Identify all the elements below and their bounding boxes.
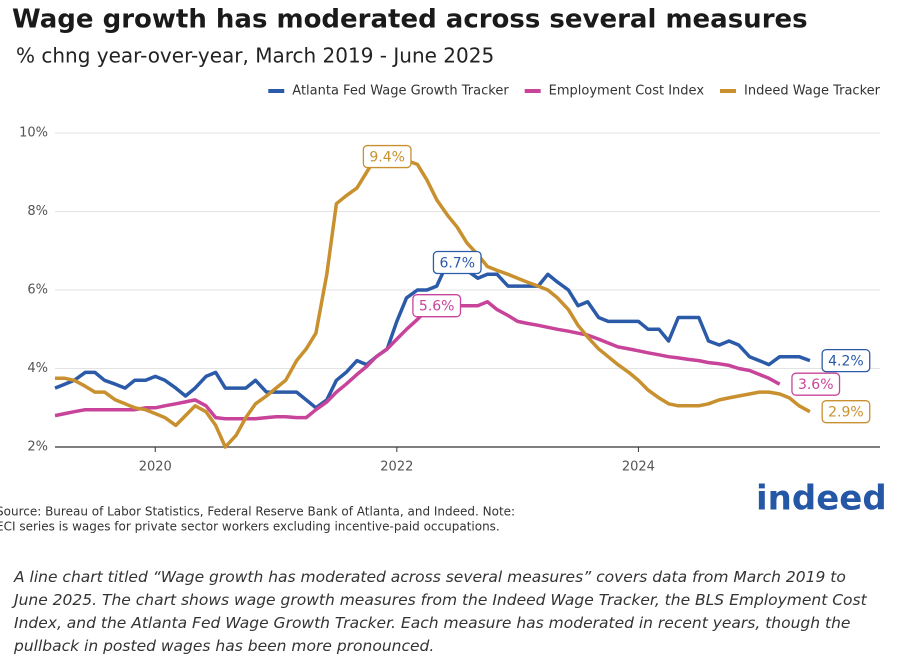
y-tick-label: 6%	[27, 283, 48, 298]
y-tick-label: 2%	[27, 440, 48, 455]
source-note: ECI series is wages for private sector w…	[0, 520, 500, 534]
data-label: 3.6%	[798, 377, 834, 393]
label-box	[821, 400, 871, 424]
series-line	[54, 260, 811, 410]
x-tick-label: 2024	[622, 460, 655, 475]
legend-label: Indeed Wage Tracker	[744, 84, 881, 99]
x-tick-label: 2020	[139, 460, 172, 475]
label-box	[412, 294, 462, 318]
chart-title: Wage growth has moderated across several…	[12, 5, 808, 35]
data-label: 4.2%	[828, 354, 864, 370]
logo: indeed	[756, 479, 887, 519]
label-box	[791, 372, 841, 396]
chart-subtitle: % chng year-over-year, March 2019 - June…	[16, 44, 494, 68]
label-box	[821, 348, 871, 373]
x-tick-label: 2022	[380, 460, 413, 475]
label-box	[362, 144, 412, 169]
series-line	[54, 300, 781, 421]
data-label: 2.9%	[828, 405, 864, 421]
source-text: Source: Bureau of Labor Statistics, Fede…	[0, 505, 515, 519]
series-line	[55, 154, 811, 449]
caption: A line chart titled “Wage growth has mod…	[14, 568, 867, 655]
chart: Wage growth has moderated across several…	[0, 5, 887, 534]
legend-label: Employment Cost Index	[549, 84, 705, 99]
legend-label: Atlanta Fed Wage Growth Tracker	[292, 84, 509, 99]
y-tick-label: 4%	[27, 361, 48, 376]
y-tick-label: 8%	[27, 204, 48, 219]
y-tick-label: 10%	[19, 126, 48, 141]
data-label: 9.4%	[369, 150, 405, 166]
data-label: 5.6%	[419, 299, 455, 315]
data-label: 6.7%	[439, 256, 475, 272]
label-box	[432, 250, 482, 275]
